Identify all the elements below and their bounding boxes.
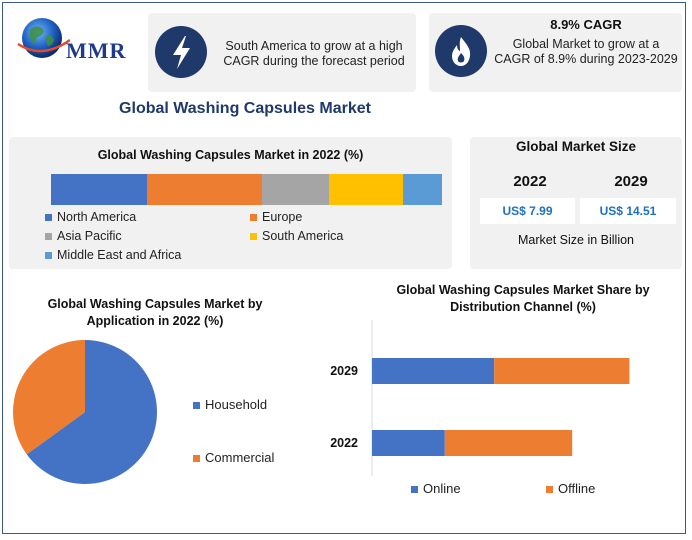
bar-segment-north-america — [51, 174, 147, 205]
legend-swatch — [411, 486, 418, 494]
legend-label: North America — [57, 210, 137, 224]
category-label-2022: 2022 — [330, 436, 358, 450]
pie-slice-commercial — [12, 340, 85, 455]
value-2022: US$ 7.99 — [480, 198, 575, 224]
globe-icon — [17, 18, 70, 58]
legend-south-america: South America — [250, 229, 343, 243]
info-card-south-america: South America to grow at a high CAGR dur… — [148, 13, 416, 92]
bar-offline-2029 — [494, 358, 630, 384]
legend-label: Asia Pacific — [57, 229, 122, 243]
bar-segment-south-america — [328, 174, 403, 205]
page-title: Global Washing Capsules Market — [119, 100, 371, 117]
pie-slice-household — [26, 340, 157, 484]
info-card-cagr: 8.9% CAGR Global Market to grow at a CAG… — [429, 13, 682, 92]
legend-middle-east-africa: Middle East and Africa — [45, 248, 181, 262]
legend-label: Household — [205, 397, 268, 412]
bar-segment-asia-pacific — [262, 174, 329, 205]
year-2022-label: 2022 — [513, 173, 547, 190]
bar-segment-middle-east-and-africa — [402, 174, 442, 205]
pie-chart-title: Global Washing Capsules Market by Applic… — [47, 297, 263, 328]
legend-label: Europe — [262, 210, 303, 224]
legend-europe: Europe — [250, 210, 302, 224]
legend-label: Online — [423, 481, 461, 496]
legend-swatch — [45, 214, 52, 222]
logo-text: MMR — [66, 38, 127, 63]
info-card-text: South America to grow at a high CAGR dur… — [223, 39, 405, 68]
lightning-icon — [155, 26, 207, 78]
bar-online-2022 — [372, 430, 445, 456]
info-card-title: 8.9% CAGR — [550, 17, 622, 32]
flame-icon — [435, 25, 487, 77]
application-pie-chart — [12, 340, 157, 484]
category-label-2029: 2029 — [330, 364, 358, 378]
bar-online-2029 — [372, 358, 495, 384]
legend-swatch — [193, 455, 200, 463]
bar-segment-europe — [146, 174, 263, 205]
distribution-bar-chart: 2029 2022 — [330, 320, 630, 476]
market-size-caption: Market Size in Billion — [517, 233, 634, 247]
legend-label: South America — [262, 229, 344, 243]
legend-swatch — [546, 486, 553, 494]
legend-north-america: North America — [45, 210, 136, 224]
market-size-title: Global Market Size — [515, 139, 637, 154]
legend-swatch — [45, 233, 52, 241]
distribution-chart-title: Global Washing Capsules Market Share by … — [396, 283, 650, 314]
legend-swatch — [45, 252, 52, 260]
legend-swatch — [250, 233, 257, 241]
info-card-text: Global Market to grow at a CAGR of 8.9% … — [494, 37, 678, 66]
legend-household: Household — [193, 397, 267, 412]
legend-asia-pacific: Asia Pacific — [45, 229, 122, 243]
market-size-panel: Global Market Size 2022 2029 US$ 7.99 US… — [470, 137, 682, 269]
chart-title: Global Washing Capsules Market in 2022 (… — [97, 148, 364, 162]
legend-label: Offline — [558, 481, 596, 496]
bar-offline-2022 — [444, 430, 573, 456]
legend-label: Commercial — [205, 450, 275, 465]
legend-swatch — [193, 402, 200, 410]
legend-label: Middle East and Africa — [57, 248, 182, 262]
legend-online: Online — [411, 481, 461, 496]
page-frame — [2, 2, 686, 534]
legend-swatch — [250, 214, 257, 222]
legend-commercial: Commercial — [193, 450, 274, 465]
region-chart-panel: Global Washing Capsules Market in 2022 (… — [9, 137, 452, 269]
legend-offline: Offline — [546, 481, 595, 496]
year-2029-label: 2029 — [614, 173, 648, 190]
value-2029: US$ 14.51 — [580, 198, 676, 224]
region-stacked-bar — [51, 174, 442, 205]
